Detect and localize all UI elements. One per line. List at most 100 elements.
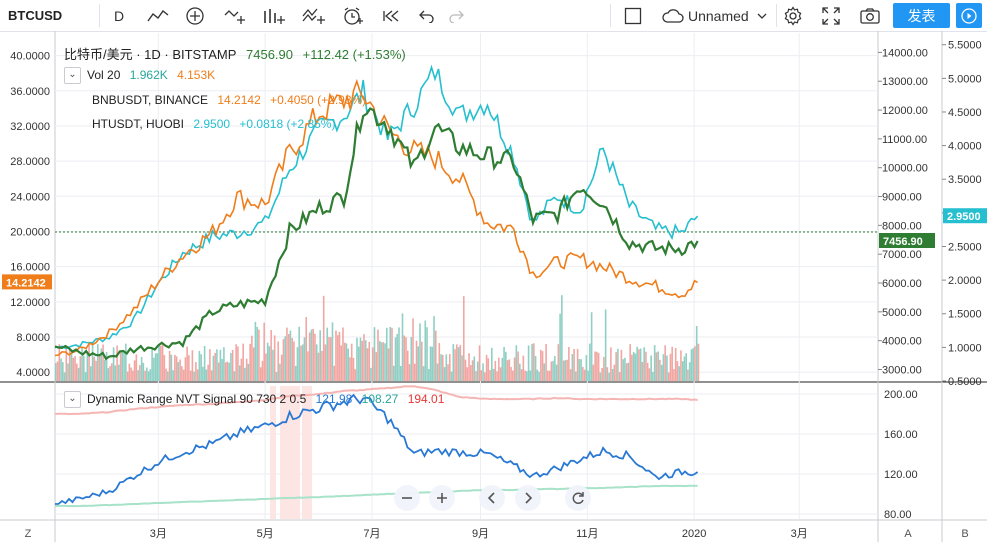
volume-bar: [484, 372, 486, 381]
volume-bar: [284, 336, 286, 381]
camera-icon[interactable]: [856, 0, 884, 31]
volume-bar: [405, 337, 407, 381]
volume-bar: [688, 362, 691, 381]
mid-tick-label: 7000.00: [882, 249, 922, 261]
volume-bar: [543, 363, 546, 381]
volume-bar: [568, 346, 570, 381]
volume-bar: [606, 367, 609, 381]
volume-bar: [673, 369, 675, 381]
left-tick-label: 32.0000: [10, 121, 50, 133]
top-toolbar: BTCUSD D Unnamed 发表: [0, 0, 987, 32]
volume-bar: [177, 362, 180, 381]
nvt-label: Dynamic Range NVT Signal 90 730 2 0.5: [87, 391, 307, 406]
expand-icon[interactable]: [818, 0, 844, 31]
volume-bar: [217, 362, 220, 381]
volume-bar: [378, 341, 381, 381]
play-icon[interactable]: [956, 3, 982, 28]
volume-bar: [427, 368, 430, 381]
replay-icon[interactable]: [378, 0, 406, 31]
volume-bar: [485, 354, 488, 381]
alert-clock-icon[interactable]: [339, 0, 367, 31]
volume-bar: [468, 353, 470, 381]
right-tick-label: 5.0000: [948, 73, 982, 85]
volume-bar: [373, 327, 376, 381]
volume-bar: [102, 344, 104, 381]
bar-style-icon[interactable]: [259, 0, 289, 31]
volume-bar: [653, 344, 656, 381]
volume-bar: [144, 370, 146, 381]
volume-bar: [55, 363, 57, 381]
zoom-out-button[interactable]: [394, 485, 420, 511]
axes: 3月 5月 7月 9月 11月 2020 3月 40.0000 36.0000 32.0000 28…: [2, 40, 987, 540]
chart-style-icon[interactable]: [144, 0, 172, 31]
volume-bar: [287, 333, 290, 381]
scroll-left-button[interactable]: [479, 485, 505, 511]
volume-bar: [438, 343, 441, 381]
volume-bar: [447, 364, 449, 381]
volume-bar: [342, 327, 344, 381]
layout-name[interactable]: Unnamed: [688, 7, 749, 24]
collapse-chevron-icon[interactable]: ⌄: [64, 391, 81, 408]
volume-bar: [63, 372, 66, 381]
volume-bar: [296, 347, 299, 381]
reset-chart-button[interactable]: [565, 485, 591, 511]
volume-bar: [508, 359, 511, 381]
volume-bar: [163, 355, 166, 381]
volume-bar: [527, 345, 530, 381]
volume-bar: [585, 355, 588, 381]
mid-tick-label: 12000.00: [882, 105, 928, 117]
undo-icon[interactable]: [414, 0, 440, 31]
volume-bar: [559, 313, 561, 381]
scroll-right-button[interactable]: [515, 485, 541, 511]
volume-bar: [690, 349, 693, 381]
volume-bar: [137, 370, 139, 381]
volume-bar: [280, 354, 283, 381]
volume-bar: [471, 360, 474, 381]
divider: [776, 4, 777, 27]
volume-bar: [153, 357, 155, 381]
redo-icon[interactable]: [443, 0, 469, 31]
add-indicator-icon[interactable]: [181, 0, 209, 31]
chart-canvas[interactable]: 3月 5月 7月 9月 11月 2020 3月 40.0000 36.0000 32.0000 28…: [0, 31, 987, 542]
symbol-search[interactable]: BTCUSD: [8, 8, 63, 23]
gear-icon[interactable]: [780, 0, 806, 31]
nvt-v1: 121.98: [315, 391, 353, 406]
volume-bar: [261, 360, 264, 381]
volume-bar: [252, 347, 255, 381]
volume-bar: [604, 309, 607, 381]
compare-icon[interactable]: [221, 0, 251, 31]
volume-bar: [158, 344, 160, 381]
volume-bar: [615, 352, 617, 381]
volume-bar: [564, 360, 567, 381]
volume-bar: [538, 371, 540, 381]
zoom-in-button[interactable]: [429, 485, 455, 511]
volume-bar: [67, 363, 69, 381]
volume-bar: [170, 354, 173, 381]
publish-button[interactable]: 发表: [893, 3, 950, 28]
volume-bar: [501, 357, 504, 381]
volume-bar: [112, 347, 115, 381]
volume-bar: [392, 365, 395, 381]
nvt-v3: 194.01: [407, 391, 445, 406]
volume-bar: [494, 360, 497, 381]
cloud-icon[interactable]: [658, 0, 688, 31]
volume-bar: [674, 348, 677, 381]
volume-bar: [517, 351, 519, 381]
volume-bar: [154, 353, 157, 381]
interval-button[interactable]: D: [113, 7, 125, 24]
volume-bar: [126, 371, 129, 381]
volume-bar: [368, 341, 371, 381]
volume-bar: [610, 347, 612, 381]
volume-bar: [634, 353, 637, 381]
volume-bar: [130, 367, 132, 381]
volume-bar: [384, 343, 386, 381]
volume-bar: [289, 330, 292, 381]
volume-bar: [694, 346, 696, 381]
chevron-down-icon[interactable]: [754, 0, 770, 31]
volume-bar: [576, 348, 579, 381]
fullscreen-square-icon[interactable]: [620, 0, 646, 31]
volume-bar: [151, 348, 153, 381]
volume-bar: [167, 371, 169, 381]
collapse-chevron-icon[interactable]: ⌄: [64, 67, 81, 84]
indicators-icon[interactable]: [299, 0, 329, 31]
